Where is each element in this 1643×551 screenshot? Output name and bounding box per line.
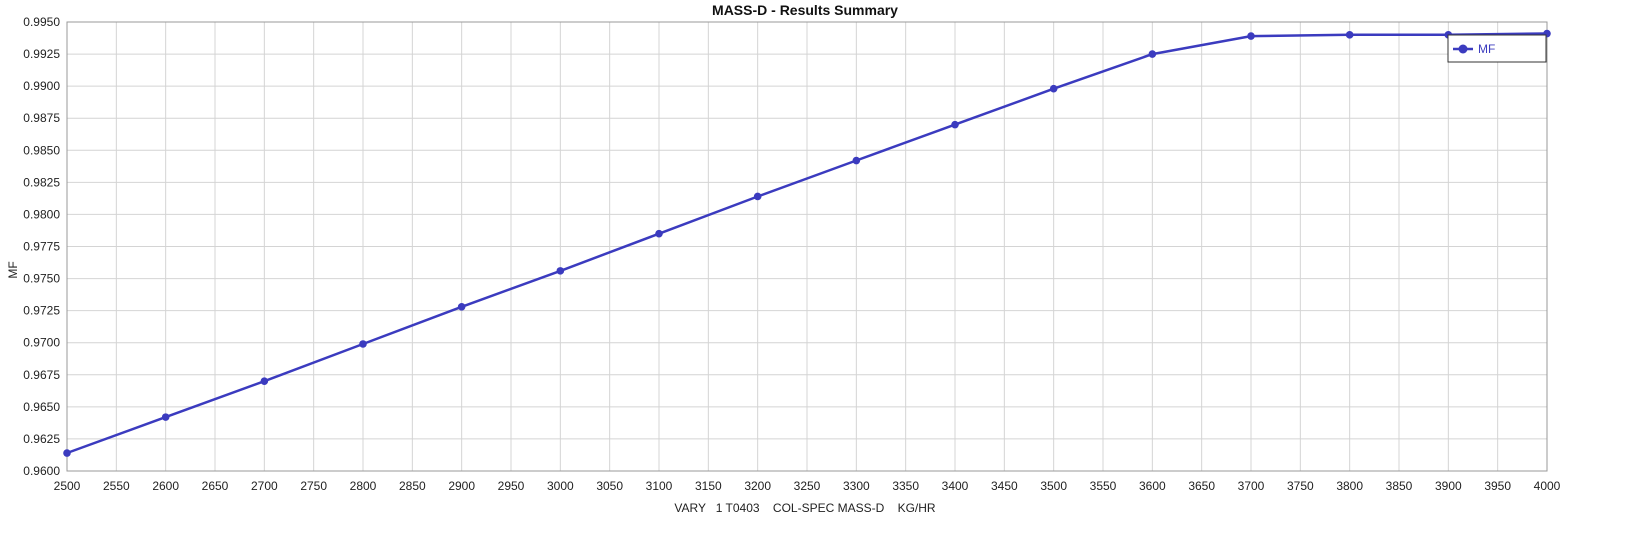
y-tick-label: 0.9850 [23,143,60,157]
x-tick-label: 3750 [1287,479,1314,493]
data-point [359,340,367,348]
data-point [1345,31,1354,39]
grid [66,21,1548,472]
x-tick-label: 3450 [991,479,1018,493]
x-tick-label: 2950 [498,479,525,493]
x-tick-label: 2850 [399,479,426,493]
y-tick-label: 0.9775 [23,240,60,254]
legend-point-marker [1458,44,1468,54]
data-point [753,192,762,201]
y-tick-label: 0.9600 [23,464,60,478]
y-tick-label: 0.9925 [23,47,60,61]
data-point [655,229,663,238]
series-line [66,32,1548,455]
data-point [161,413,170,421]
x-tick-label: 2600 [152,479,179,493]
y-tick-label: 0.9875 [23,111,60,125]
data-point [1049,84,1058,93]
x-tick-label: 2750 [300,479,327,493]
y-tick-label: 0.9825 [23,175,60,189]
x-tick-label: 2900 [448,479,475,493]
x-tick-label: 2500 [54,479,81,493]
x-tick-label: 3550 [1090,479,1117,493]
axis-ticks: 2500 2550 2600 2650 2700 2750 2800 2850 2900 2950… [23,15,1560,493]
x-tick-label: 3850 [1386,479,1413,493]
y-tick-label: 0.9625 [23,432,60,446]
x-tick-label: 3150 [695,479,722,493]
data-point [63,449,71,457]
y-tick-label: 0.9750 [23,272,60,286]
y-tick-label: 0.9950 [23,15,60,29]
x-tick-label: 3300 [843,479,870,493]
x-tick-label: 2700 [251,479,278,493]
data-point [1247,32,1255,40]
x-tick-label: 4000 [1534,479,1561,493]
y-tick-label: 0.9675 [23,368,60,382]
x-tick-label: 3950 [1484,479,1511,493]
legend: MF [1447,34,1547,63]
x-tick-label: 3000 [547,479,574,493]
x-tick-label: 3100 [646,479,673,493]
x-tick-label: 3500 [1040,479,1067,493]
legend-label-mf: MF [1478,42,1495,56]
x-tick-label: 3700 [1238,479,1265,493]
x-tick-label: 3050 [596,479,623,493]
plot-area [66,21,1548,472]
x-tick-label: 3250 [794,479,821,493]
x-tick-label: 3800 [1336,479,1363,493]
y-tick-label: 0.9650 [23,400,60,414]
x-tick-label: 3650 [1188,479,1215,493]
y-tick-label: 0.9725 [23,304,60,318]
x-tick-label: 3200 [744,479,771,493]
data-point [1148,50,1157,58]
data-point [951,120,959,129]
y-axis-label: MF [6,261,20,278]
x-tick-label: 3350 [892,479,919,493]
x-tick-label: 2800 [350,479,377,493]
y-tick-label: 0.9700 [23,336,60,350]
data-point [260,377,269,386]
y-tick-label: 0.9900 [23,79,60,93]
chart-title: MASS-D - Results Summary [712,2,898,18]
x-tick-label: 2650 [202,479,229,493]
x-tick-label: 3600 [1139,479,1166,493]
data-point [852,156,861,165]
y-tick-label: 0.9800 [23,207,60,221]
x-tick-label: 3400 [942,479,969,493]
x-tick-label: 3900 [1435,479,1462,493]
x-axis-label: VARY 1 T0403 COL-SPEC MASS-D KG/HR [674,501,936,515]
data-point [556,267,565,275]
data-point [457,302,466,311]
x-tick-label: 2550 [103,479,130,493]
